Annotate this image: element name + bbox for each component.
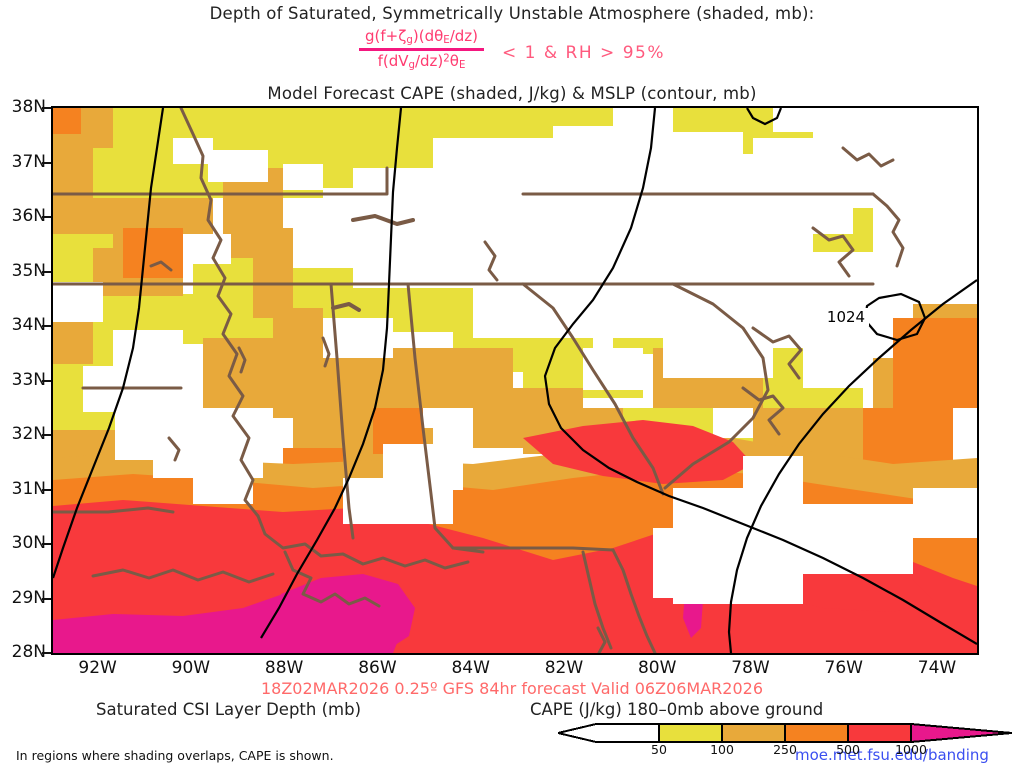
overlap-note: In regions where shading overlaps, CAPE … [16,748,334,763]
x-axis-label: 92W [78,658,117,678]
map-plot-area[interactable]: 1024 [51,106,979,655]
y-axis-label: 32N [11,424,46,444]
y-axis-tick [42,325,51,327]
colorbar-band [722,724,785,742]
colorbar-band [659,724,722,742]
csi-formula: g(f+ζg)(dθE/dz) f(dVg/dz)2θE < 1 & RH > … [0,28,1024,72]
y-axis-tick [42,597,51,600]
y-axis-label: 38N [11,97,46,117]
y-axis-label: 30N [11,533,46,553]
y-axis-tick [42,161,51,164]
y-axis-tick [42,434,51,436]
y-axis-tick [42,379,51,382]
colorbar-band [785,724,848,742]
y-axis-label: 36N [11,206,46,226]
mslp-contour-layer [53,108,977,653]
mslp-contour-labels: 1024 [823,308,869,326]
y-axis-label: 34N [11,315,46,335]
y-axis-tick [42,216,51,218]
legend-label-cape: CAPE (J/kg) 180–0mb above ground [530,700,824,719]
colorbar-swatches [557,723,1013,743]
colorbar-left-cap [558,724,596,742]
subtitle-cape: Model Forecast CAPE (shaded, J/kg) & MSL… [267,84,757,103]
y-axis-label: 29N [11,587,46,608]
y-axis-label: 33N [11,369,46,390]
y-axis-label: 28N [11,642,46,662]
credit-link[interactable]: moe.met.fsu.edu/banding [795,746,989,764]
y-axis-label: 37N [11,151,46,172]
y-axis-tick [42,652,51,654]
unshaded-regions [53,126,977,604]
colorbar-tick-label: 100 [710,742,734,757]
y-axis-label: 35N [11,260,46,281]
forecast-info-line: 18Z02MAR2026 0.25º GFS 84hr forecast Val… [260,679,764,698]
colorbar-tick-label: 250 [773,742,797,757]
colorbar-tick-label: 1000 [895,742,927,757]
x-axis-label: 88W [264,658,304,678]
x-axis-label: 80W [637,658,677,678]
x-axis-label: 74W [917,658,957,678]
colorbar: 50 100 250 500 1000 [556,722,1014,762]
y-axis-label: 31N [11,478,46,499]
colorbar-band [596,724,659,742]
geography-borders-layer [53,108,905,653]
map-canvas: 1024 [53,108,977,653]
colorbar-tick-label: 50 [651,742,667,757]
y-axis-tick [42,107,51,109]
y-axis-tick [42,270,51,273]
page-title: Depth of Saturated, Symmetrically Unstab… [209,4,815,23]
formula-fraction: g(f+ζg)(dθE/dz) f(dVg/dz)2θE [359,27,485,72]
x-axis-label: 84W [451,658,490,678]
formula-divider [359,48,485,52]
legend-label-csi: Saturated CSI Layer Depth (mb) [96,700,362,719]
y-axis-tick [42,543,51,545]
x-axis-label: 76W [824,658,863,678]
x-axis-label: 86W [358,658,397,678]
formula-condition: < 1 & RH > 95% [502,42,665,63]
x-axis-label: 82W [544,658,584,678]
colorbar-tick-label: 500 [836,742,860,757]
y-axis-tick [42,488,51,491]
colorbar-band [848,724,911,742]
colorbar-right-cap [911,724,1012,742]
contour-label-1024: 1024 [827,308,865,326]
x-axis-label: 78W [731,658,770,678]
x-axis-label: 90W [171,658,211,678]
formula-numerator: g(f+ζg)(dθE/dz) [365,27,479,47]
formula-denominator: f(dVg/dz)2θE [377,52,466,72]
